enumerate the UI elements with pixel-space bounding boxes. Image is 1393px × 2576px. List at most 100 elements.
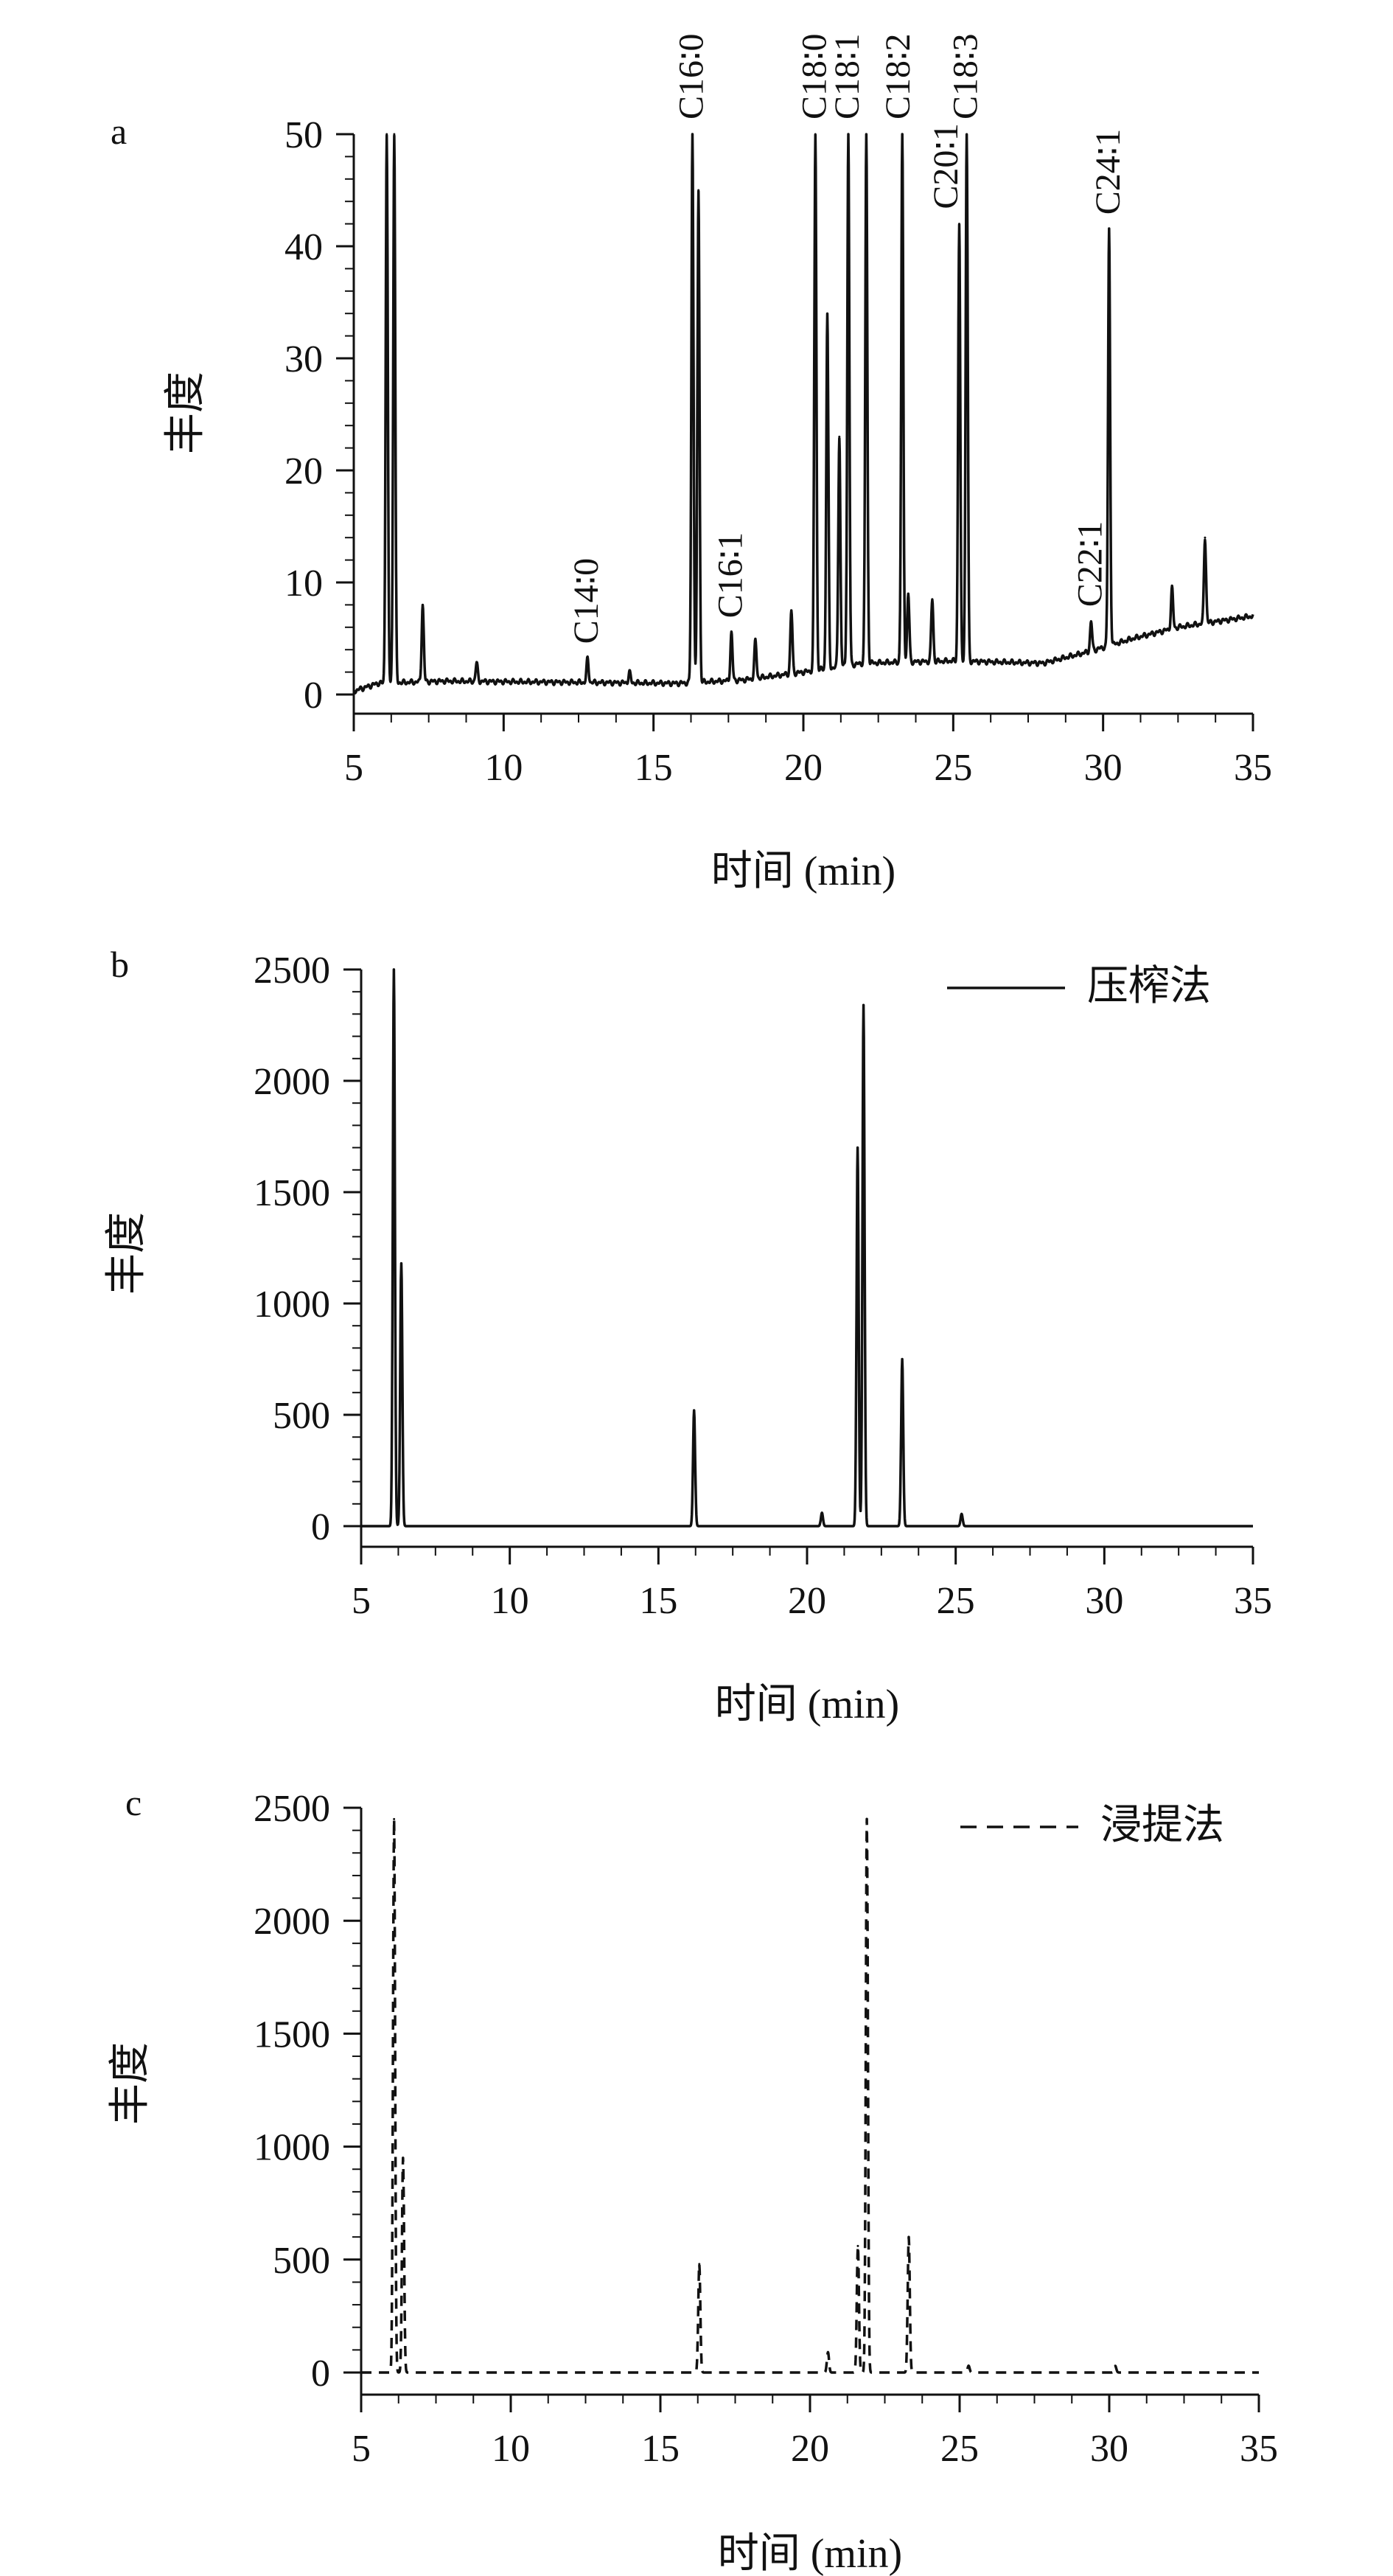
- peak-point: [399, 1262, 402, 1265]
- x-tick-label: 25: [934, 747, 972, 789]
- peak-point: [901, 1358, 904, 1360]
- x-axis-title: 时间 (min): [711, 849, 896, 894]
- y-tick-label: 10: [284, 563, 323, 605]
- peak-point: [730, 631, 733, 634]
- peak-point: [790, 609, 793, 612]
- peak-point: [826, 2350, 829, 2353]
- y-tick-label: 1000: [254, 2127, 330, 2169]
- peak-point: [1204, 536, 1207, 539]
- x-tick-label: 35: [1234, 1580, 1272, 1622]
- x-tick-label: 35: [1234, 747, 1272, 789]
- y-tick-label: 40: [284, 226, 323, 268]
- x-tick-label: 10: [491, 1580, 529, 1622]
- peak-point: [586, 657, 589, 660]
- y-tick-label: 20: [284, 450, 323, 492]
- panel-letter: a: [111, 111, 127, 152]
- x-tick-label: 30: [1084, 747, 1123, 789]
- peak-point: [1170, 587, 1173, 590]
- peak-point: [698, 2263, 701, 2266]
- peak-point: [754, 639, 757, 642]
- y-tick-label: 500: [273, 1395, 330, 1437]
- peak-label: C16∶0: [672, 33, 711, 119]
- panel-letter: b: [111, 944, 129, 985]
- y-tick-label: 30: [284, 338, 323, 380]
- x-tick-label: 20: [784, 747, 823, 789]
- y-tick-label: 1500: [254, 1172, 330, 1214]
- peak-label: C18∶3: [946, 33, 985, 119]
- chromatogram-trace: [360, 968, 1254, 1528]
- peak-point: [826, 312, 829, 315]
- y-tick-label: 1000: [254, 1284, 330, 1326]
- x-tick-label: 5: [352, 2428, 371, 2470]
- peak-point: [402, 2156, 405, 2159]
- y-tick-label: 1500: [254, 2013, 330, 2055]
- y-axis-title: 丰度: [163, 372, 209, 454]
- x-tick-label: 15: [641, 2428, 680, 2470]
- peak-point: [907, 2235, 910, 2238]
- peak-point: [865, 1817, 868, 1820]
- x-tick-label: 5: [352, 1580, 371, 1622]
- peak-point: [697, 189, 700, 192]
- x-axis-title: 时间 (min): [715, 1682, 899, 1727]
- x-tick-label: 25: [937, 1580, 975, 1622]
- peak-point: [901, 133, 904, 136]
- peak-label: C22∶1: [1070, 521, 1109, 608]
- peak-point: [907, 592, 910, 595]
- peak-point: [856, 2244, 859, 2247]
- peak-point: [693, 1409, 696, 1412]
- x-tick-label: 30: [1085, 1580, 1123, 1622]
- y-axis-title: 丰度: [104, 1212, 150, 1295]
- peak-point: [856, 1146, 859, 1149]
- peak-point: [966, 133, 968, 136]
- legend-label: 浸提法: [1100, 1803, 1224, 1848]
- peak-label: C20∶1: [926, 123, 966, 209]
- chromatogram-trace: [360, 1817, 1260, 2374]
- peak-point: [957, 223, 960, 226]
- peak-label: C18∶0: [795, 33, 834, 119]
- y-tick-label: 2500: [254, 1788, 330, 1830]
- peak-point: [475, 661, 478, 664]
- peak-point: [392, 968, 395, 971]
- peak-point: [931, 598, 934, 601]
- peak-point: [1089, 620, 1092, 623]
- panel-letter: c: [125, 1782, 142, 1823]
- peak-point: [820, 1511, 823, 1514]
- chromatogram-trace: [352, 133, 1254, 695]
- peak-point: [691, 133, 694, 136]
- peak-point: [814, 133, 817, 136]
- y-tick-label: 0: [304, 675, 323, 717]
- peak-label: C18∶1: [828, 33, 867, 119]
- peak-point: [967, 2364, 970, 2367]
- peak-point: [1108, 228, 1111, 231]
- peak-point: [838, 435, 841, 438]
- peak-point: [1114, 2364, 1117, 2367]
- peak-point: [862, 1003, 865, 1006]
- x-tick-label: 25: [940, 2428, 979, 2470]
- x-tick-label: 5: [344, 747, 363, 789]
- y-tick-label: 2500: [254, 950, 330, 992]
- peak-point: [628, 671, 631, 674]
- x-tick-label: 20: [791, 2428, 829, 2470]
- peak-label: C16∶1: [711, 532, 750, 619]
- x-tick-label: 15: [639, 1580, 677, 1622]
- x-tick-label: 15: [635, 747, 673, 789]
- y-tick-label: 2000: [254, 1061, 330, 1103]
- y-axis-title: 丰度: [108, 2042, 153, 2125]
- peak-point: [393, 1817, 396, 1820]
- legend-label: 压榨法: [1087, 964, 1211, 1009]
- peak-label: C24∶1: [1089, 129, 1128, 215]
- x-tick-label: 10: [492, 2428, 530, 2470]
- peak-point: [385, 133, 388, 136]
- x-tick-label: 10: [484, 747, 523, 789]
- x-tick-label: 20: [788, 1580, 826, 1622]
- y-tick-label: 2000: [254, 1901, 330, 1943]
- y-tick-label: 0: [311, 2353, 330, 2395]
- x-tick-label: 30: [1090, 2428, 1128, 2470]
- x-axis-title: 时间 (min): [718, 2531, 902, 2576]
- x-tick-label: 35: [1240, 2428, 1278, 2470]
- y-tick-label: 50: [284, 114, 323, 156]
